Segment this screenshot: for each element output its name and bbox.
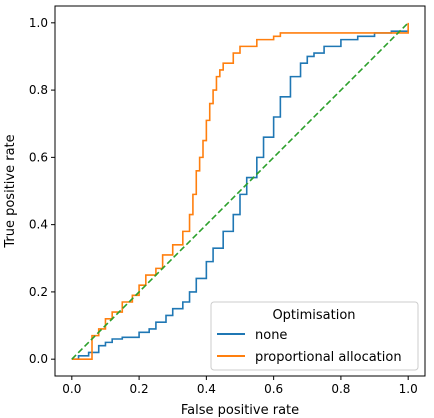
axes: 0.0 0.2 0.4 0.6 0.8 1.0 0.0 0.2 0.4 0.6 0.8 1.0 bbox=[29, 5, 426, 396]
y-tick-label: 0.0 bbox=[29, 352, 48, 366]
x-tick-label: 0.4 bbox=[197, 382, 216, 396]
legend-label-proportional: proportional allocation bbox=[255, 350, 402, 365]
legend: Optimisation none proportional allocatio… bbox=[210, 301, 419, 371]
y-tick-label: 0.4 bbox=[29, 218, 48, 232]
axes-frame bbox=[54, 5, 426, 377]
y-axis-label: True positive rate bbox=[3, 134, 18, 248]
x-tick-label: 0.2 bbox=[130, 382, 149, 396]
series-line-none bbox=[71, 29, 409, 360]
x-axis-label: False positive rate bbox=[181, 403, 299, 418]
y-tick-label: 0.8 bbox=[29, 83, 48, 97]
x-tick-label: 0.6 bbox=[264, 382, 283, 396]
legend-box bbox=[210, 301, 419, 371]
x-tick-label: 1.0 bbox=[399, 382, 418, 396]
y-tick-label: 0.6 bbox=[29, 150, 48, 164]
x-tick-label: 0.8 bbox=[331, 382, 350, 396]
series-line-proportional-allocation bbox=[71, 22, 409, 360]
legend-title: Optimisation bbox=[272, 308, 355, 323]
legend-label-none: none bbox=[255, 328, 287, 343]
y-tick-label: 0.2 bbox=[29, 285, 48, 299]
plot-area bbox=[71, 22, 409, 360]
x-tick-label: 0.0 bbox=[62, 382, 81, 396]
y-tick-label: 1.0 bbox=[29, 16, 48, 30]
series-line-diagonal bbox=[71, 22, 409, 360]
